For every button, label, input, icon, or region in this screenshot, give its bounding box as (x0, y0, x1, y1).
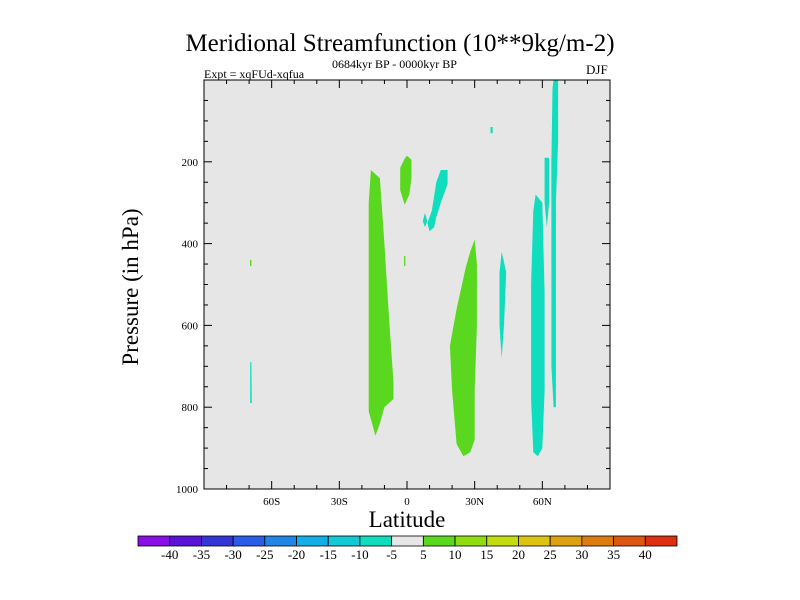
colorbar-box (296, 535, 329, 547)
y-axis-label: Pressure (in hPa) (118, 208, 143, 365)
contour-region-cyan-dot-37n (490, 127, 493, 134)
colorbar: -40 -35 -30 -25 -20 -15 -10 -5 5 10 15 20 25 30 35 40 (137, 535, 678, 562)
colorbar-label: 40 (639, 547, 652, 562)
contour-region-green-dot-0 (404, 255, 406, 267)
y-tick-label: 200 (182, 157, 199, 169)
chart-title: Meridional Streamfunction (10**9kg/m-2) (185, 30, 615, 57)
period-label: 0684kyr BP - 0000kyr BP (332, 57, 457, 71)
colorbar-label: -35 (193, 547, 210, 562)
colorbar-box (201, 535, 234, 547)
colorbar-label: 10 (449, 547, 462, 562)
x-tick-label: 30N (465, 496, 484, 508)
colorbar-box (391, 535, 424, 547)
plot-background (204, 80, 610, 489)
x-tick-label: 60N (533, 496, 552, 508)
colorbar-label: 5 (420, 547, 427, 562)
contour-region-cyan-sliver-70s (250, 362, 252, 404)
axes: 60S 30S 0 30N 60N 200 400 600 800 1000 (176, 79, 611, 508)
colorbar-box (454, 535, 488, 547)
colorbar-label: -30 (224, 547, 241, 562)
colorbar-box (644, 535, 678, 547)
contour-region-cyan-band-60n (531, 194, 545, 457)
colorbar-box (327, 535, 361, 547)
y-tick-label: 600 (182, 320, 199, 332)
contour-region-green-patch-0 (400, 155, 412, 205)
colorbar-label: -25 (256, 547, 273, 562)
colorbar-label: 15 (480, 547, 493, 562)
colorbar-label: 30 (575, 547, 588, 562)
colorbar-label: 20 (512, 547, 525, 562)
colorbar-label: -40 (161, 547, 178, 562)
colorbar-label: -10 (351, 547, 368, 562)
colorbar-label: 25 (544, 547, 557, 562)
colorbar-label: -20 (288, 547, 305, 562)
colorbar-box (422, 535, 456, 547)
contour-region-cyan-dot-7n (422, 212, 428, 228)
contour-region-green-band-15s (368, 170, 394, 436)
x-tick-label: 30S (331, 496, 348, 508)
colorbar-box (486, 535, 519, 547)
contour-region-cyan-sliver-42n (499, 251, 507, 359)
colorbar-label: -5 (386, 547, 397, 562)
x-tick-label: 60S (263, 496, 280, 508)
colorbar-box (613, 535, 646, 547)
contour-region-green-dot-70s (250, 260, 252, 267)
colorbar-box (169, 535, 202, 547)
colorbar-box (264, 535, 297, 547)
x-tick-label: 0 (404, 496, 410, 508)
colorbar-box (518, 535, 551, 547)
contour-region-cyan-patch-15n (427, 170, 448, 232)
contour-region-cyan-column-66n (551, 80, 559, 408)
plot-area (204, 80, 610, 489)
colorbar-box (549, 535, 583, 547)
x-axis-label: Latitude (369, 507, 446, 532)
y-tick-label: 400 (182, 239, 199, 251)
colorbar-box (581, 535, 614, 547)
y-tick-label: 1000 (176, 484, 199, 496)
season-label: DJF (586, 62, 608, 77)
y-tick-label: 800 (182, 402, 199, 414)
experiment-label: Expt = xqFUd-xqfua (204, 67, 305, 81)
contour-region-cyan-sliver-62n (544, 157, 550, 228)
colorbar-label: 35 (607, 547, 620, 562)
colorbar-box (359, 535, 393, 547)
colorbar-box (137, 535, 171, 547)
colorbar-box (232, 535, 266, 547)
contour-region-green-band-25n (449, 239, 477, 457)
colorbar-label: -15 (320, 547, 337, 562)
